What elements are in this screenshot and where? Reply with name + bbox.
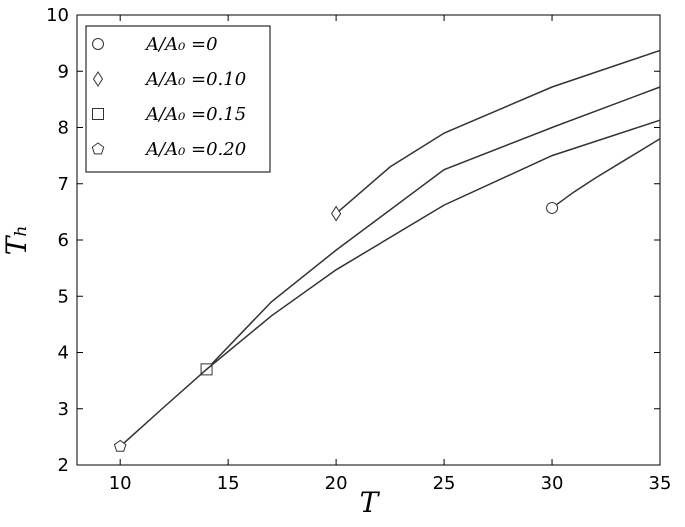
legend-label: A/A₀ =0.10 <box>144 69 246 90</box>
legend-label: A/A₀ =0.15 <box>144 104 246 125</box>
y-tick-label: 9 <box>58 61 69 82</box>
marker <box>113 439 127 452</box>
y-tick-label: 2 <box>58 455 69 476</box>
legend-label: A/A₀ =0 <box>144 34 218 55</box>
x-tick-label: 30 <box>541 473 564 494</box>
marker <box>546 201 559 214</box>
series-line <box>206 86 661 370</box>
x-tick-label: 35 <box>649 473 672 494</box>
y-tick-label: 8 <box>58 118 69 139</box>
y-tick-label: 10 <box>46 5 69 26</box>
series-line <box>335 49 661 215</box>
marker <box>331 205 342 222</box>
series-line <box>551 138 661 209</box>
x-tick-label: 10 <box>109 473 132 494</box>
legend-box <box>85 25 271 173</box>
series-line <box>119 119 661 447</box>
marker <box>92 108 104 120</box>
y-tick-label: 6 <box>58 230 69 251</box>
marker <box>92 71 104 87</box>
y-tick-label: 4 <box>58 343 69 364</box>
legend-label: A/A₀ =0.20 <box>144 139 246 160</box>
y-tick-label: 7 <box>58 174 69 195</box>
x-axis-label: T <box>360 486 381 519</box>
marker <box>92 38 104 50</box>
y-axis-label: Tₕ <box>0 225 33 256</box>
y-tick-label: 3 <box>58 399 69 420</box>
x-tick-label: 20 <box>325 473 348 494</box>
y-tick-label: 5 <box>58 286 69 307</box>
marker <box>91 142 105 155</box>
x-tick-label: 25 <box>433 473 456 494</box>
x-tick-label: 15 <box>217 473 240 494</box>
